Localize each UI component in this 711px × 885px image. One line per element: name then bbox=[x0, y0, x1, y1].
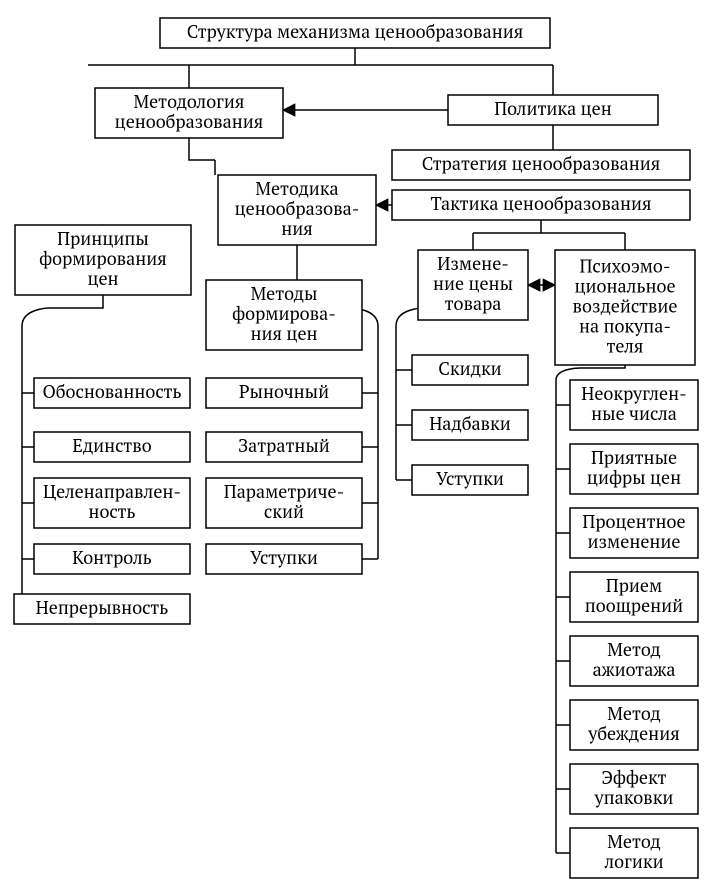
node-p4: Контроль bbox=[34, 544, 190, 574]
node-p2: Единство bbox=[34, 432, 190, 462]
node-n_princ: Принципыформированияцен bbox=[15, 225, 191, 295]
node-label: Единство bbox=[72, 434, 151, 458]
nodes-layer: Структура механизма ценообразования Метод… bbox=[14, 18, 698, 878]
node-label: Процентноеизменение bbox=[582, 510, 685, 554]
node-p5: Непрерывность bbox=[14, 594, 190, 624]
node-n_method: Методологияценообразования bbox=[95, 88, 283, 138]
node-label: Стратегия ценообразования bbox=[422, 152, 661, 176]
node-label: Измене-ние ценытовара bbox=[433, 252, 513, 316]
node-c1: Скидки bbox=[412, 355, 528, 385]
node-s2: Приятныецифры цен bbox=[570, 444, 698, 494]
node-label: Уступки bbox=[436, 467, 504, 491]
connector bbox=[396, 308, 473, 480]
node-label: Политика цен bbox=[494, 97, 612, 121]
node-label: Неокруглен-ные числа bbox=[581, 382, 687, 426]
node-n_methods: Методыформирова-ния цен bbox=[206, 280, 362, 350]
node-label: Контроль bbox=[72, 546, 152, 570]
node-label: Эффектупаковки bbox=[594, 766, 674, 810]
connector bbox=[473, 220, 625, 250]
node-n_psycho: Психоэмо-циональноевоздействиена покупа-… bbox=[555, 250, 695, 365]
node-m1: Рыночный bbox=[206, 378, 362, 408]
node-label: Обоснованность bbox=[42, 380, 181, 404]
node-s1: Неокруглен-ные числа bbox=[570, 380, 698, 430]
node-n_methodk: Методикаценообразова-ния bbox=[218, 175, 376, 245]
connector bbox=[189, 138, 215, 175]
node-m4: Уступки bbox=[206, 544, 362, 574]
node-s5: Методажиотажа bbox=[570, 636, 698, 686]
node-label: Уступки bbox=[250, 546, 318, 570]
node-label: Затратный bbox=[238, 434, 330, 458]
node-n_change: Измене-ние ценытовара bbox=[418, 250, 528, 320]
node-label: Тактика ценообразования bbox=[430, 192, 651, 216]
node-label: Надбавки bbox=[429, 412, 511, 436]
node-s3: Процентноеизменение bbox=[570, 508, 698, 558]
node-n_strategy: Стратегия ценообразования bbox=[392, 150, 690, 180]
node-n_policy: Политика цен bbox=[448, 95, 658, 125]
node-m3: Параметриче-ский bbox=[206, 478, 362, 528]
node-p3: Целенаправлен-ность bbox=[34, 478, 190, 528]
node-label: Рыночный bbox=[239, 380, 329, 404]
node-p1: Обоснованность bbox=[34, 378, 190, 408]
pricing-structure-diagram: Структура механизма ценообразования Метод… bbox=[0, 0, 711, 885]
node-s7: Эффектупаковки bbox=[570, 764, 698, 814]
node-label: Непрерывность bbox=[36, 596, 169, 620]
node-c2: Надбавки bbox=[412, 410, 528, 440]
node-s4: Приемпоощрений bbox=[570, 572, 698, 622]
node-label: Методлогики bbox=[604, 830, 663, 874]
node-m2: Затратный bbox=[206, 432, 362, 462]
node-label: Методологияценообразования bbox=[115, 90, 264, 134]
node-label: Структура механизма ценообразования bbox=[187, 20, 524, 44]
node-s6: Методубеждения bbox=[570, 700, 698, 750]
node-c3: Уступки bbox=[412, 465, 528, 495]
node-label: Скидки bbox=[438, 357, 501, 381]
node-n_root: Структура механизма ценообразования bbox=[160, 18, 550, 48]
node-s8: Методлогики bbox=[570, 828, 698, 878]
node-n_tactics: Тактика ценообразования bbox=[392, 190, 690, 220]
node-label: Приятныецифры цен bbox=[587, 446, 681, 490]
